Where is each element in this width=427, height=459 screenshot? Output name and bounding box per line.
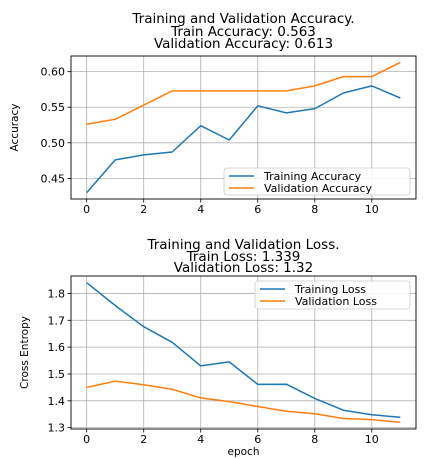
y-axis-label: Cross Entropy — [19, 316, 31, 389]
x-tick-label: 2 — [140, 433, 147, 446]
chart-title-line: Validation Accuracy: 0.613 — [154, 36, 333, 52]
series-line — [86, 282, 401, 418]
y-tick-label: 1.8 — [48, 287, 66, 300]
loss-chart: Training and Validation Loss.Train Loss:… — [19, 237, 417, 458]
x-tick-label: 6 — [254, 203, 261, 216]
y-tick-label: 1.7 — [48, 314, 66, 327]
x-tick-label: 4 — [197, 433, 204, 446]
legend-label: Training Loss — [294, 283, 366, 296]
legend-label: Validation Accuracy — [264, 182, 373, 195]
x-tick-label: 10 — [365, 203, 379, 216]
x-tick-label: 0 — [83, 433, 90, 446]
legend-label: Validation Loss — [295, 295, 377, 308]
plot-frame — [70, 275, 417, 430]
series-line — [86, 61, 401, 126]
chart-title-line: Validation Loss: 1.32 — [174, 260, 313, 276]
x-tick-label: 8 — [311, 433, 318, 446]
y-axis-label: Accuracy — [9, 104, 21, 152]
series-line — [86, 85, 401, 194]
plot-frame — [70, 55, 417, 200]
y-tick-label: 0.45 — [41, 172, 66, 185]
y-tick-label: 0.55 — [41, 101, 66, 114]
x-tick-label: 4 — [197, 203, 204, 216]
y-tick-label: 1.6 — [48, 341, 66, 354]
x-tick-label: 6 — [254, 433, 261, 446]
chart-title-line: Training and Validation Loss. — [146, 237, 339, 253]
chart-title-line: Training and Validation Accuracy. — [131, 11, 354, 27]
series-line — [86, 380, 401, 424]
x-tick-label: 8 — [311, 203, 318, 216]
legend-box — [254, 280, 411, 310]
legend-box — [223, 167, 411, 196]
x-tick-label: 2 — [140, 203, 147, 216]
y-tick-label: 1.5 — [48, 368, 66, 381]
chart-title-line: Train Loss: 1.339 — [186, 249, 301, 265]
accuracy-chart: Training and Validation Accuracy.Train A… — [9, 11, 417, 216]
x-tick-label: 0 — [83, 203, 90, 216]
y-tick-label: 0.60 — [41, 66, 66, 79]
x-axis-label: epoch — [228, 446, 260, 458]
y-tick-label: 1.3 — [48, 422, 66, 435]
x-tick-label: 10 — [365, 433, 379, 446]
chart-title-line: Train Accuracy: 0.563 — [170, 24, 316, 40]
y-tick-label: 0.50 — [41, 137, 66, 150]
y-tick-label: 1.4 — [48, 395, 66, 408]
legend-label: Training Accuracy — [263, 170, 362, 183]
